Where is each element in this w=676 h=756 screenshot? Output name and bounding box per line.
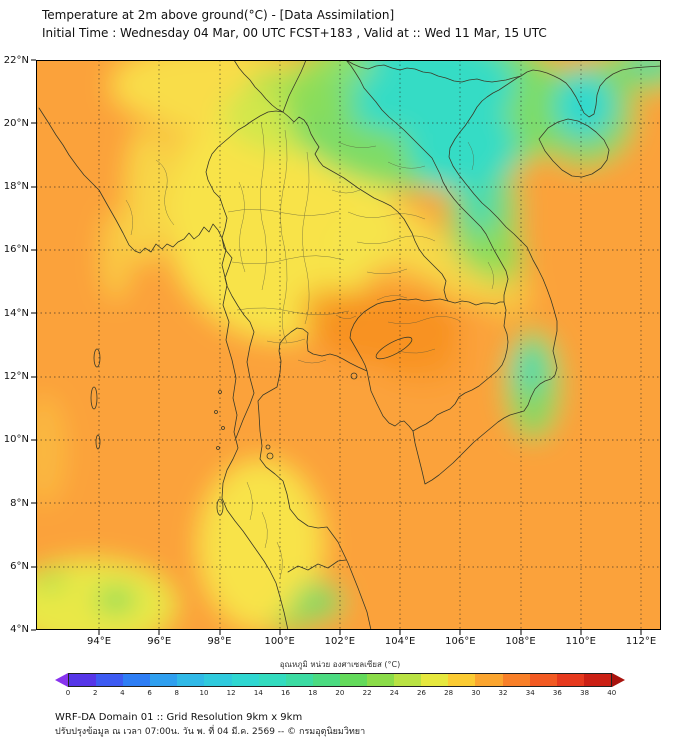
- colorbar-segment: [258, 674, 286, 686]
- colorbar-segment: [177, 674, 205, 686]
- colorbar-segments: [68, 673, 612, 687]
- colorbar-segment: [96, 674, 124, 686]
- page-title: Temperature at 2m above ground(°C) - [Da…: [42, 8, 395, 22]
- longitude-axis: 94°E 96°E 98°E 100°E 102°E 104°E 106°E 108°E 110…: [86, 636, 657, 647]
- colorbar-segment: [529, 674, 557, 686]
- temperature-map: [31, 59, 661, 635]
- colorbar-segment: [312, 674, 340, 686]
- page-subtitle: Initial Time : Wednesday 04 Mar, 00 UTC …: [42, 26, 547, 40]
- colorbar-segment: [367, 674, 395, 686]
- colorbar-ticks: 0 2 4 6 8 10 12 14 16 18 20 22 24 26 28 30 32 34 36 38 40: [65, 689, 617, 697]
- temperature-field: [36, 60, 661, 630]
- colorbar-segment: [231, 674, 259, 686]
- header: Temperature at 2m above ground(°C) - [Da…: [42, 6, 547, 42]
- colorbar-segment: [421, 674, 449, 686]
- footer: WRF-DA Domain 01 :: Grid Resolution 9km …: [55, 710, 365, 740]
- colorbar-segment: [204, 674, 232, 686]
- axis-ticks: [31, 59, 642, 635]
- colorbar-segment: [123, 674, 151, 686]
- map-frame: [36, 60, 661, 630]
- colorbar-segment: [448, 674, 476, 686]
- latitude-axis: 22°N 20°N 18°N 16°N 14°N 12°N 10°N 8°N 6°N 4°N: [3, 54, 29, 636]
- colorbar-segment: [69, 674, 97, 686]
- colorbar-right-arrow: [612, 673, 625, 687]
- update-info: ปรับปรุงข้อมูล ณ เวลา 07:00น. วัน พ. ที่…: [55, 727, 366, 737]
- colorbar-segment: [475, 674, 503, 686]
- colorbar-label: อุณหภูมิ หน่วย องศาเซลเซียส (°C): [279, 660, 401, 669]
- coastlines-and-borders: [38, 60, 661, 630]
- map-area: [31, 59, 661, 635]
- colorbar-segment: [556, 674, 584, 686]
- colorbar: อุณหภูมิ หน่วย องศาเซลเซียส (°C) 0 2 4 6 8 10…: [55, 658, 625, 697]
- colorbar-segment: [339, 674, 368, 686]
- graticule-grid: [36, 60, 661, 630]
- colorbar-segment: [502, 674, 530, 686]
- colorbar-bar: [55, 673, 625, 687]
- colorbar-left-arrow: [55, 673, 68, 687]
- province-borders: [125, 121, 495, 579]
- colorbar-segment: [150, 674, 178, 686]
- colorbar-segment: [285, 674, 313, 686]
- colorbar-segment: [583, 674, 611, 686]
- model-info: WRF-DA Domain 01 :: Grid Resolution 9km …: [55, 712, 303, 723]
- colorbar-segment: [394, 674, 422, 686]
